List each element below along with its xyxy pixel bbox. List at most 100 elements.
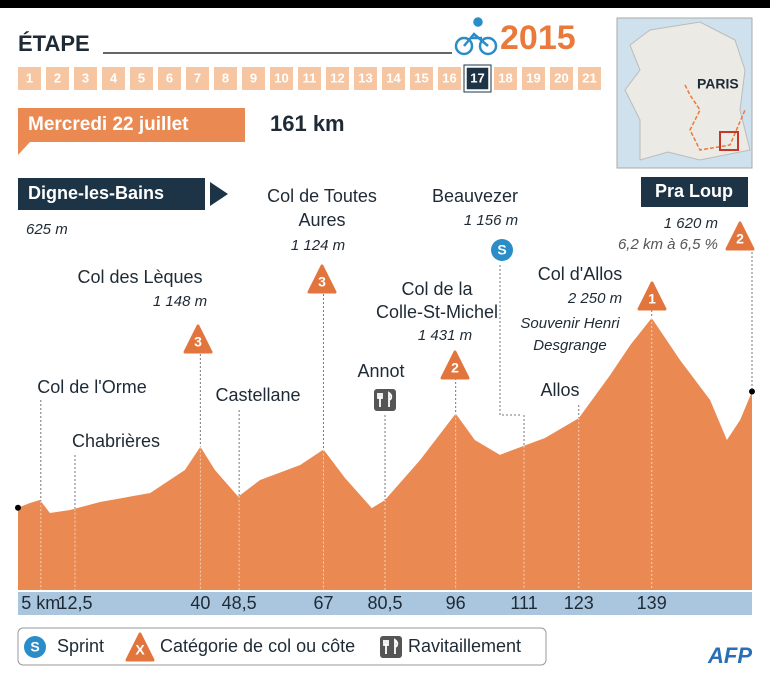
supply-marker xyxy=(380,636,402,658)
stage-number: 2 xyxy=(54,70,61,85)
stage-box xyxy=(130,67,153,90)
start-arrow xyxy=(210,182,228,206)
stage-number: 3 xyxy=(82,70,89,85)
stage-box xyxy=(494,67,517,90)
stage-box xyxy=(326,67,349,90)
category-marker xyxy=(183,324,213,354)
stage-number: 17 xyxy=(470,70,484,85)
place: Col de Toutes xyxy=(267,186,377,206)
sprint-symbol: S xyxy=(497,242,506,258)
supply-icon xyxy=(383,638,399,654)
start-elevation: 625 m xyxy=(26,221,68,238)
distance: 161 km xyxy=(270,111,345,136)
stage-number: 8 xyxy=(222,70,229,85)
place: Col de l'Orme xyxy=(37,377,146,397)
stage-box xyxy=(354,67,377,90)
note: Souvenir Henri xyxy=(520,315,620,332)
stage-number: 13 xyxy=(358,70,372,85)
category-number: 3 xyxy=(194,334,202,350)
place: Colle-St-Michel xyxy=(376,302,498,322)
stage-number: 7 xyxy=(194,70,201,85)
category-number: 3 xyxy=(318,274,326,290)
place: Castellane xyxy=(215,385,300,405)
x-tick-label: 40 xyxy=(190,593,210,613)
elevation: 1 431 m xyxy=(418,327,472,344)
elevation: 1 156 m xyxy=(464,212,518,229)
stage-box xyxy=(242,67,265,90)
stage-box xyxy=(158,67,181,90)
date: Mercredi 22 juillet xyxy=(28,114,189,135)
place: Allos xyxy=(540,380,579,400)
start-box xyxy=(18,178,205,210)
start-name: Digne-les-Bains xyxy=(28,183,164,203)
stage-number: 4 xyxy=(110,70,118,85)
legend-supply: Ravitaillement xyxy=(408,636,521,656)
stage-box xyxy=(46,67,69,90)
finish-box xyxy=(641,177,748,207)
stage-box xyxy=(270,67,293,90)
stage-number: 12 xyxy=(330,70,344,85)
stage-box xyxy=(410,67,433,90)
map-label: PARIS xyxy=(697,76,739,92)
stage-number: 19 xyxy=(526,70,540,85)
category-number: 1 xyxy=(648,291,656,307)
km-bar xyxy=(18,592,752,615)
category-marker xyxy=(125,632,155,662)
stage-number: 11 xyxy=(303,70,317,85)
x-tick-label: 96 xyxy=(446,593,466,613)
stage-number: 16 xyxy=(442,70,456,85)
category-number: X xyxy=(135,642,145,658)
bike-icon xyxy=(454,17,498,56)
elevation: 1 148 m xyxy=(153,293,207,310)
stage-number: 9 xyxy=(250,70,257,85)
supply-marker xyxy=(374,389,396,411)
category-marker xyxy=(440,350,470,380)
stage-box xyxy=(74,67,97,90)
x-tick-label: 80,5 xyxy=(367,593,402,613)
note: Desgrange xyxy=(533,337,606,354)
stage-box xyxy=(214,67,237,90)
stage-number: 21 xyxy=(582,70,596,85)
stage-box xyxy=(465,66,490,91)
place: Col d'Allos xyxy=(538,264,622,284)
stage-box xyxy=(298,67,321,90)
stage-box xyxy=(18,67,41,90)
finish-dot xyxy=(749,388,755,395)
stage-frame xyxy=(463,64,492,93)
stage-number: 18 xyxy=(498,70,512,85)
sprint-marker xyxy=(24,636,46,658)
start-dot xyxy=(15,504,21,511)
map: PARIS xyxy=(616,17,753,169)
elevation: 2 250 m xyxy=(567,290,622,307)
category-marker xyxy=(307,264,337,294)
x-tick-label: 5 km xyxy=(21,593,60,613)
legend-category: Catégorie de col ou côte xyxy=(160,636,355,656)
stage-box xyxy=(438,67,461,90)
x-tick-label: 123 xyxy=(564,593,594,613)
stage-number: 6 xyxy=(166,70,173,85)
sprint-marker xyxy=(491,239,513,261)
place: Beauvezer xyxy=(432,186,518,206)
date-banner xyxy=(18,108,245,155)
stage-box xyxy=(102,67,125,90)
sprint-symbol: S xyxy=(30,639,39,655)
elevation: 1 124 m xyxy=(291,237,345,254)
place: Chabrières xyxy=(72,431,160,451)
elevation-area xyxy=(18,318,752,590)
x-tick-label: 67 xyxy=(313,593,333,613)
stage-box xyxy=(522,67,545,90)
x-tick-label: 12,5 xyxy=(57,593,92,613)
stage-number: 1 xyxy=(26,70,33,85)
stage-box xyxy=(186,67,209,90)
finish-climb: 6,2 km à 6,5 % xyxy=(618,236,718,253)
source-logo: AFP xyxy=(707,643,752,668)
title: ÉTAPE xyxy=(18,31,90,56)
place: Annot xyxy=(357,361,404,381)
category-marker xyxy=(637,281,667,311)
stage-box xyxy=(382,67,405,90)
stage-number: 15 xyxy=(414,70,428,85)
stage-number: 10 xyxy=(274,70,288,85)
x-tick-label: 48,5 xyxy=(222,593,257,613)
category-number: 2 xyxy=(736,231,744,247)
stage-number: 14 xyxy=(386,70,401,85)
